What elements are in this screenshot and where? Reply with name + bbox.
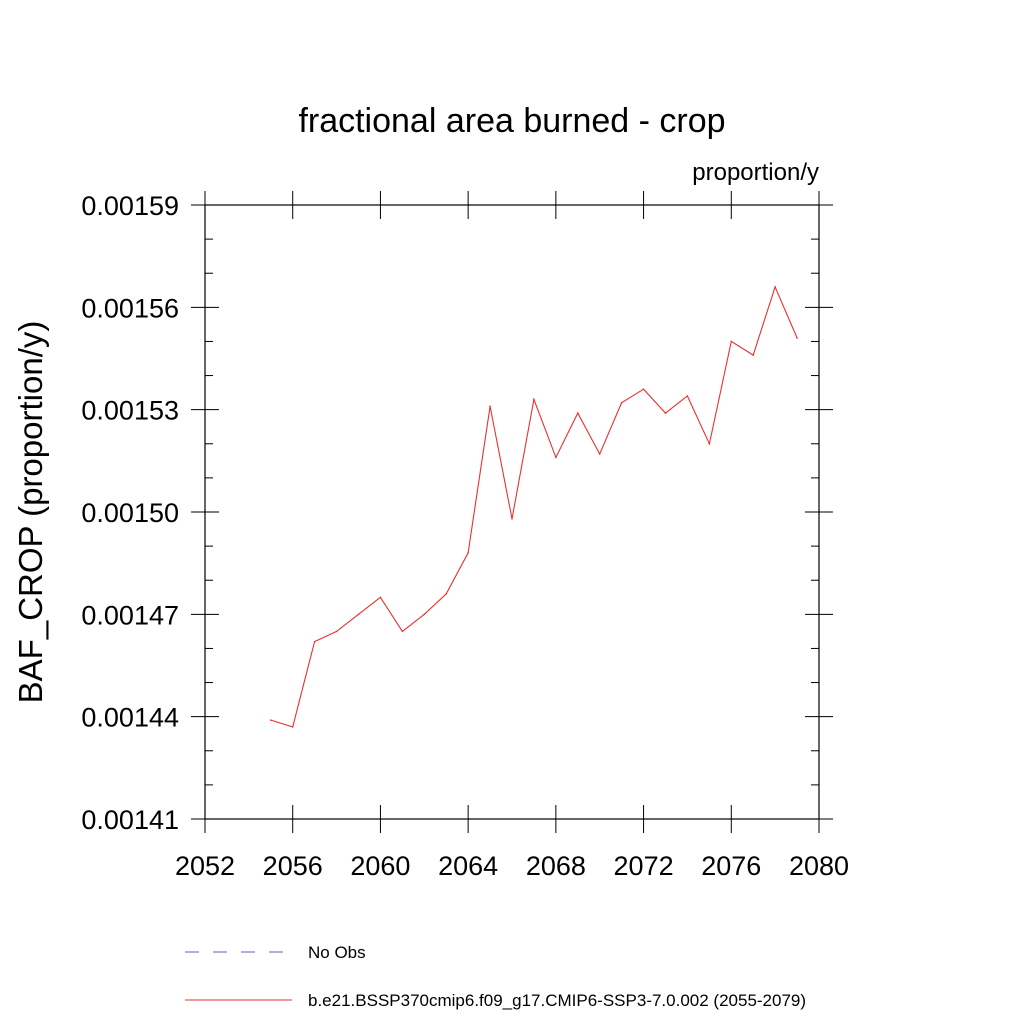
y-axis-label: BAF_CROP (proportion/y) bbox=[12, 321, 49, 704]
x-tick-label: 2072 bbox=[614, 851, 674, 881]
series-point bbox=[379, 596, 382, 599]
series-point bbox=[511, 518, 513, 520]
series-point bbox=[708, 442, 711, 445]
series-point bbox=[401, 630, 404, 633]
legend: No Obs b.e21.BSSP370cmip6.f09_g17.CMIP6-S… bbox=[185, 943, 806, 1010]
series-point bbox=[489, 405, 491, 408]
x-tick-label: 2060 bbox=[350, 851, 410, 881]
series-point bbox=[335, 630, 338, 633]
series-point bbox=[269, 719, 272, 721]
series-point bbox=[445, 593, 448, 595]
units-label: proportion/y bbox=[692, 159, 819, 186]
legend-label: No Obs bbox=[308, 943, 366, 962]
series-point bbox=[598, 453, 601, 455]
series-point bbox=[291, 726, 294, 728]
x-tick-label: 2076 bbox=[701, 851, 761, 881]
x-tick-label: 2068 bbox=[526, 851, 586, 881]
series-point bbox=[576, 412, 579, 414]
y-tick-label: 0.00141 bbox=[81, 805, 179, 835]
y-tick-label: 0.00159 bbox=[81, 191, 179, 221]
series-point bbox=[423, 613, 426, 616]
y-tick-label: 0.00156 bbox=[81, 293, 179, 323]
chart-title: fractional area burned - crop bbox=[298, 102, 725, 140]
series-point bbox=[533, 398, 535, 401]
series-point bbox=[686, 395, 689, 397]
series-point bbox=[555, 456, 557, 459]
series-point bbox=[642, 388, 645, 391]
plot-frame bbox=[204, 204, 820, 820]
tick-labels: 2052 2056 2060 2064 2068 2072 2076 2080 0.00141 0… bbox=[81, 191, 849, 881]
series-point bbox=[357, 613, 360, 616]
x-tick-label: 2064 bbox=[438, 851, 498, 881]
series-point bbox=[620, 402, 623, 404]
x-tick-label: 2080 bbox=[789, 851, 849, 881]
x-tick-label: 2056 bbox=[263, 851, 323, 881]
x-tick-label: 2052 bbox=[175, 851, 235, 881]
series-point bbox=[796, 337, 798, 339]
series-point bbox=[664, 412, 667, 414]
series-point bbox=[752, 354, 755, 356]
series-line bbox=[270, 285, 798, 728]
y-tick-label: 0.00144 bbox=[81, 703, 179, 733]
series-point bbox=[730, 340, 733, 343]
axis-ticks bbox=[191, 191, 833, 833]
series-layer bbox=[269, 285, 798, 728]
series-point bbox=[313, 640, 316, 643]
legend-label: b.e21.BSSP370cmip6.f09_g17.CMIP6-SSP3-7.… bbox=[308, 991, 806, 1010]
y-tick-label: 0.00153 bbox=[81, 396, 179, 426]
y-tick-label: 0.00147 bbox=[81, 600, 179, 630]
series-point bbox=[467, 552, 469, 554]
series-point bbox=[774, 286, 776, 288]
y-tick-label: 0.00150 bbox=[81, 498, 179, 528]
